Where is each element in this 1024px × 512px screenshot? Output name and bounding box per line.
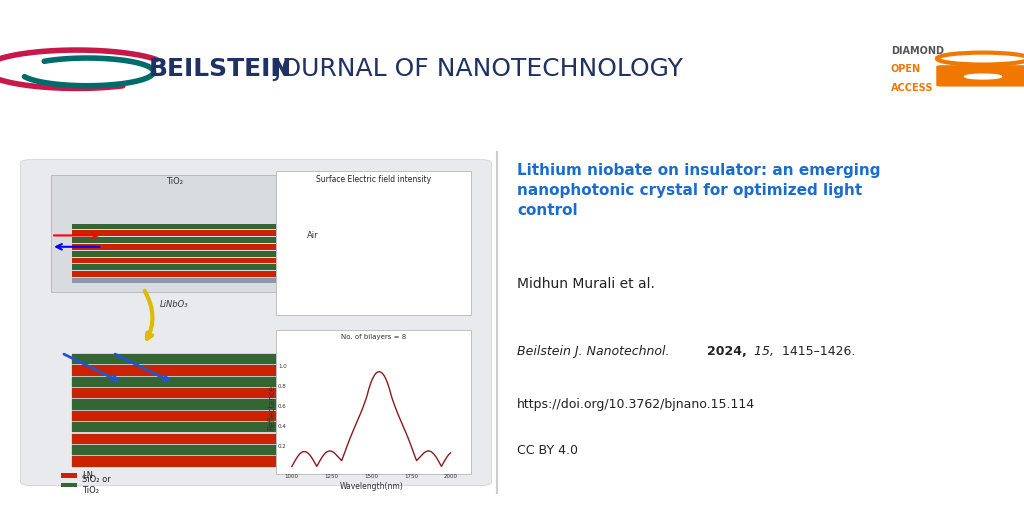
Bar xyxy=(72,422,276,433)
FancyBboxPatch shape xyxy=(937,66,1024,86)
Text: Reflectance: Reflectance xyxy=(267,386,275,430)
Text: 1750: 1750 xyxy=(403,474,418,479)
Bar xyxy=(72,399,276,410)
Text: Lithium niobate on insulator: an emerging
nanophotonic crystal for optimized lig: Lithium niobate on insulator: an emergin… xyxy=(517,163,881,218)
Text: TiO₂: TiO₂ xyxy=(166,177,182,186)
Bar xyxy=(72,237,276,243)
Text: SiO₂ or
TiO₂: SiO₂ or TiO₂ xyxy=(82,476,111,495)
Text: No. of bilayers = 8: No. of bilayers = 8 xyxy=(341,334,407,340)
FancyBboxPatch shape xyxy=(51,175,317,292)
Text: Wavelength(nm): Wavelength(nm) xyxy=(339,482,403,490)
Bar xyxy=(72,271,276,277)
Bar xyxy=(72,411,276,421)
Bar xyxy=(72,244,276,250)
Bar xyxy=(72,265,276,270)
FancyBboxPatch shape xyxy=(20,160,492,485)
Bar xyxy=(72,434,276,444)
Circle shape xyxy=(965,74,1001,79)
FancyBboxPatch shape xyxy=(276,171,471,315)
Bar xyxy=(72,366,276,376)
Text: Surface Electric field intensity: Surface Electric field intensity xyxy=(316,175,431,184)
Bar xyxy=(72,388,276,398)
Text: 1500: 1500 xyxy=(365,474,378,479)
Bar xyxy=(72,258,276,264)
Text: CC BY 4.0: CC BY 4.0 xyxy=(517,444,579,457)
Text: 1000: 1000 xyxy=(285,474,299,479)
Text: BEILSTEIN: BEILSTEIN xyxy=(148,57,292,81)
Bar xyxy=(72,445,276,455)
Text: 1250: 1250 xyxy=(325,474,339,479)
Text: 2000: 2000 xyxy=(443,474,458,479)
Bar xyxy=(72,456,276,466)
Text: LN: LN xyxy=(82,471,93,480)
Text: DIAMOND: DIAMOND xyxy=(891,46,944,56)
Bar xyxy=(72,230,276,236)
Text: Beilstein J. Nanotechnol.: Beilstein J. Nanotechnol. xyxy=(517,345,674,358)
Bar xyxy=(61,474,77,478)
Bar xyxy=(72,354,276,364)
Text: 1.0: 1.0 xyxy=(278,364,287,369)
Text: 0.8: 0.8 xyxy=(278,384,287,389)
Text: 2024,: 2024, xyxy=(707,345,746,358)
Text: OPEN: OPEN xyxy=(891,64,921,74)
FancyBboxPatch shape xyxy=(276,330,471,474)
Text: Air: Air xyxy=(307,231,318,240)
Text: 0.4: 0.4 xyxy=(278,424,287,429)
Text: 1415–1426.: 1415–1426. xyxy=(778,345,856,358)
Text: LiNbO₃: LiNbO₃ xyxy=(160,300,188,309)
Bar xyxy=(72,251,276,257)
Text: JOURNAL OF NANOTECHNOLOGY: JOURNAL OF NANOTECHNOLOGY xyxy=(266,57,683,81)
Text: https://doi.org/10.3762/bjnano.15.114: https://doi.org/10.3762/bjnano.15.114 xyxy=(517,398,756,411)
Bar xyxy=(72,278,276,283)
Text: 0.2: 0.2 xyxy=(278,444,287,449)
Bar xyxy=(72,224,276,229)
Bar xyxy=(72,377,276,387)
Text: ACCESS: ACCESS xyxy=(891,83,934,93)
Text: 15,: 15, xyxy=(750,345,773,358)
Text: 0.6: 0.6 xyxy=(278,404,287,409)
Text: Midhun Murali et al.: Midhun Murali et al. xyxy=(517,277,655,291)
Bar xyxy=(61,483,77,487)
